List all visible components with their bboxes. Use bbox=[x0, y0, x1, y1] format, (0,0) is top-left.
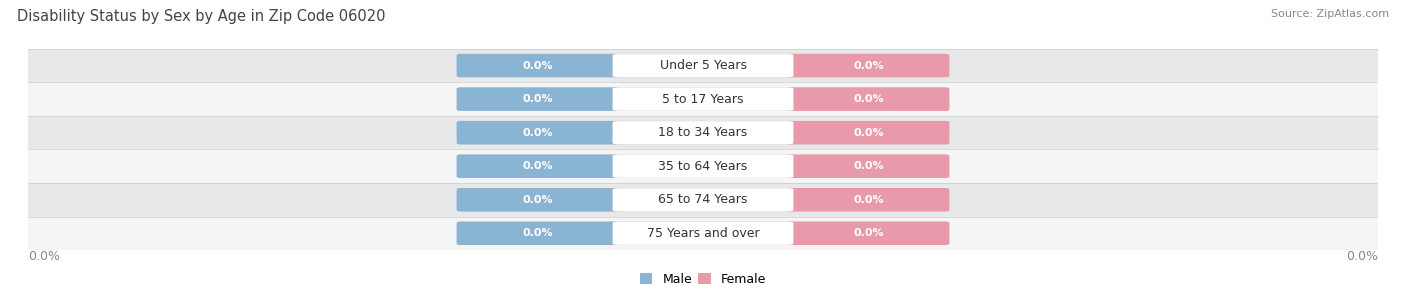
Bar bbox=[28, 116, 1378, 149]
FancyBboxPatch shape bbox=[457, 121, 619, 144]
Text: 0.0%: 0.0% bbox=[523, 128, 553, 138]
FancyBboxPatch shape bbox=[457, 87, 619, 111]
FancyBboxPatch shape bbox=[457, 221, 949, 245]
FancyBboxPatch shape bbox=[613, 188, 793, 211]
FancyBboxPatch shape bbox=[457, 54, 949, 77]
Bar bbox=[28, 149, 1378, 183]
Text: 0.0%: 0.0% bbox=[523, 195, 553, 205]
FancyBboxPatch shape bbox=[787, 87, 949, 111]
Text: 0.0%: 0.0% bbox=[853, 94, 883, 104]
Text: 0.0%: 0.0% bbox=[853, 161, 883, 171]
Text: 35 to 64 Years: 35 to 64 Years bbox=[658, 160, 748, 173]
FancyBboxPatch shape bbox=[457, 155, 619, 178]
Bar bbox=[28, 82, 1378, 116]
FancyBboxPatch shape bbox=[457, 221, 619, 245]
FancyBboxPatch shape bbox=[787, 221, 949, 245]
FancyBboxPatch shape bbox=[787, 188, 949, 212]
FancyBboxPatch shape bbox=[457, 87, 949, 111]
Text: 0.0%: 0.0% bbox=[523, 161, 553, 171]
FancyBboxPatch shape bbox=[457, 54, 619, 77]
Text: 0.0%: 0.0% bbox=[853, 228, 883, 238]
Legend: Male, Female: Male, Female bbox=[637, 270, 769, 288]
Text: 18 to 34 Years: 18 to 34 Years bbox=[658, 126, 748, 139]
FancyBboxPatch shape bbox=[613, 88, 793, 110]
Text: 0.0%: 0.0% bbox=[853, 195, 883, 205]
FancyBboxPatch shape bbox=[613, 155, 793, 178]
FancyBboxPatch shape bbox=[457, 155, 949, 178]
Text: 0.0%: 0.0% bbox=[523, 94, 553, 104]
FancyBboxPatch shape bbox=[787, 121, 949, 144]
Text: 0.0%: 0.0% bbox=[853, 128, 883, 138]
Text: Disability Status by Sex by Age in Zip Code 06020: Disability Status by Sex by Age in Zip C… bbox=[17, 9, 385, 24]
FancyBboxPatch shape bbox=[787, 54, 949, 77]
FancyBboxPatch shape bbox=[787, 155, 949, 178]
FancyBboxPatch shape bbox=[457, 121, 949, 144]
Bar bbox=[28, 183, 1378, 217]
Text: 0.0%: 0.0% bbox=[1346, 250, 1378, 263]
FancyBboxPatch shape bbox=[457, 188, 619, 212]
Text: 0.0%: 0.0% bbox=[523, 61, 553, 70]
Text: 0.0%: 0.0% bbox=[523, 228, 553, 238]
Text: 65 to 74 Years: 65 to 74 Years bbox=[658, 193, 748, 206]
Bar bbox=[28, 49, 1378, 82]
Text: 75 Years and over: 75 Years and over bbox=[647, 227, 759, 240]
Text: 0.0%: 0.0% bbox=[853, 61, 883, 70]
FancyBboxPatch shape bbox=[613, 54, 793, 77]
FancyBboxPatch shape bbox=[457, 188, 949, 212]
Text: Under 5 Years: Under 5 Years bbox=[659, 59, 747, 72]
Text: 5 to 17 Years: 5 to 17 Years bbox=[662, 93, 744, 106]
Bar bbox=[28, 217, 1378, 250]
FancyBboxPatch shape bbox=[613, 222, 793, 245]
Text: 0.0%: 0.0% bbox=[28, 250, 60, 263]
FancyBboxPatch shape bbox=[613, 121, 793, 144]
Text: Source: ZipAtlas.com: Source: ZipAtlas.com bbox=[1271, 9, 1389, 19]
